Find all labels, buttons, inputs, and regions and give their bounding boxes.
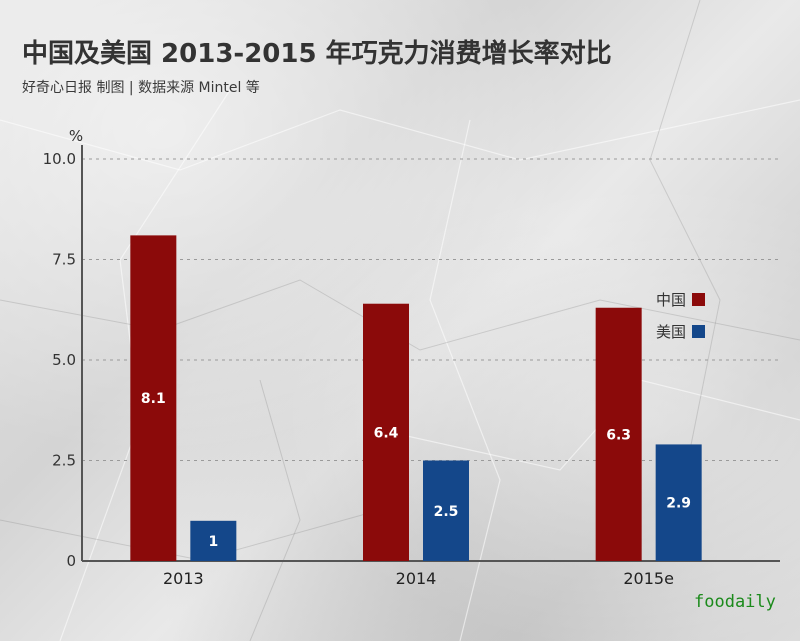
- chart-title: 中国及美国 2013-2015 年巧克力消费增长率对比: [22, 39, 612, 69]
- bar-value-label: 1: [208, 534, 218, 550]
- bar-value-label: 6.3: [606, 427, 631, 443]
- x-tick-label: 2015e: [623, 569, 674, 588]
- bars: 8.1 1 6.4 2.5 6.3 2.9: [130, 235, 702, 561]
- bar-china-2013: [130, 235, 177, 561]
- y-tick-label: 2.5: [52, 452, 76, 470]
- bar-china-2014: [363, 303, 409, 561]
- legend-label: 美国: [656, 323, 686, 341]
- bar-usa-2014: [423, 460, 469, 561]
- bar-usa-2013: [190, 520, 237, 561]
- y-tick-label: 5.0: [52, 351, 76, 369]
- y-tick-labels: 0 2.5 5.0 7.5 10.0: [43, 150, 76, 570]
- bar-value-label: 2.9: [666, 496, 691, 512]
- watermark-logo: foodaily: [694, 592, 776, 612]
- bar-value-label: 8.1: [141, 391, 166, 407]
- bar-usa-2015e: [655, 444, 702, 561]
- legend-label: 中国: [656, 291, 686, 309]
- y-tick-label: 7.5: [52, 251, 76, 269]
- legend-swatch: [692, 293, 705, 306]
- legend-swatch: [692, 325, 705, 338]
- y-axis-unit-label: %: [69, 127, 83, 145]
- chart-subtitle: 好奇心日报 制图 | 数据来源 Mintel 等: [22, 80, 260, 96]
- bar-value-label: 6.4: [374, 425, 399, 441]
- y-tick-label: 10.0: [43, 150, 76, 168]
- x-tick-label: 2013: [163, 569, 204, 588]
- grid-lines: [82, 158, 780, 461]
- x-tick-labels: 2013 2014 2015e: [163, 569, 674, 588]
- y-tick-label: 0: [66, 552, 76, 570]
- x-tick-label: 2014: [396, 569, 437, 588]
- bar-china-2015e: [595, 307, 642, 561]
- bar-value-label: 2.5: [434, 504, 459, 520]
